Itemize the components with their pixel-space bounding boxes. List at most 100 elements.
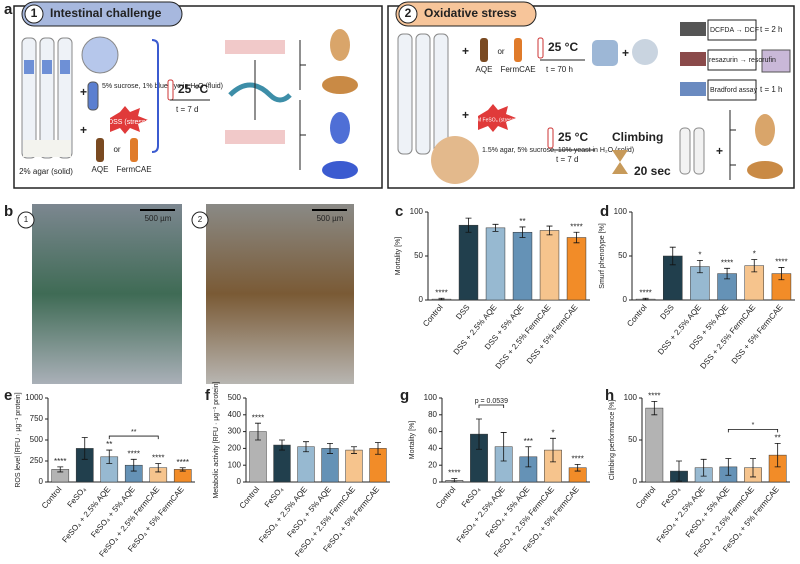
significance: ** [519,217,525,226]
panel-box [13,5,383,189]
assay: resazurin → resorufin [709,57,776,64]
y-tick-label: 400 [228,410,242,419]
bracket-label: ** [131,429,137,436]
agar-label: 2% agar (solid) [19,167,73,176]
significance: **** [128,449,140,458]
y-tick-label: 50 [628,435,637,444]
error-bar [375,442,381,455]
panel-letter: f [205,387,211,404]
x-tick-label: FeSO₄ + 5% AQE [484,485,532,539]
x-tick-label: FeSO₄ [460,485,482,509]
y-axis-label: Mortality [%] [409,421,416,460]
y-axis-label: ROS level [RFU · µg⁻¹ protein] [15,392,22,487]
climbing: Climbing [612,130,663,144]
bracket [478,404,505,408]
ferm: FermCAE [500,65,535,74]
x-tick-label: Control [238,485,262,511]
brackets [299,40,306,170]
error-bar [492,223,499,232]
stressor-label: 5% DSS (stressor) [96,119,154,126]
error-bar [525,446,532,468]
y-tick-label: 500 [228,393,242,402]
y-tick-label: 60 [428,427,437,436]
plus: + [716,144,723,158]
plus: + [80,85,87,99]
error-bar [550,437,556,463]
x-tick-label: FeSO₄ [263,485,285,509]
significance: **** [152,454,164,463]
number-circle [398,4,418,24]
number: 2 [405,6,412,20]
error-bar [155,463,162,473]
x-tick-label: FeSO₄ [65,485,87,509]
vials [397,33,449,155]
y-tick-label: 40 [428,444,437,453]
y-tick-label: 0 [39,477,44,486]
stressor-burst [110,106,148,134]
seconds: 20 sec [634,164,671,178]
gut-illustration [225,40,292,144]
plus: + [462,108,469,122]
panel-letter: g [400,387,409,404]
y-tick-label: 1000 [25,393,43,402]
y-tick-label: 100 [614,207,628,216]
number: 1 [31,6,38,20]
error-bar [669,246,676,266]
y-tick-label: 100 [228,460,242,469]
homogenizer [592,40,618,66]
significance: **** [721,258,733,267]
assay: DCFDA → DCF [710,27,759,34]
title: Intestinal challenge [50,6,162,20]
panel-letter: c [395,203,403,220]
time: t = 2 h [760,25,782,34]
significance: **** [177,458,189,467]
thermometer [547,127,554,149]
panel-box [387,5,795,189]
x-tick-label: Control [625,303,649,329]
fluid-label: 5% sucrose, 1% blue dye in H₂O (fluid) [102,83,223,90]
x-tick-label: Control [421,303,445,329]
error-bar [700,458,707,477]
significance: **** [648,391,660,400]
error-bar [573,231,580,244]
significance: **** [448,469,460,478]
error-bar [519,226,526,238]
bracket [151,39,159,153]
climbing-vials [679,127,705,175]
error-bar [500,432,507,462]
fly-icons [322,29,358,179]
error-bar [81,437,88,460]
temp: 25 °C [558,130,588,144]
significance: **** [570,222,582,231]
y-tick-label: 0 [433,477,438,486]
assay: Bradford assay [710,87,758,94]
y-tick-label: 0 [623,295,628,304]
stressor-burst [478,104,516,132]
bracket [727,428,779,433]
error-bar [255,422,261,441]
plus: + [622,46,629,60]
error-bar [106,449,113,464]
panel-letter: d [600,203,609,220]
y-tick-label: 750 [30,414,44,423]
significance: **** [54,457,66,466]
error-bar [327,442,333,454]
photo [32,204,182,384]
time: t = 70 h [546,65,573,74]
error-bar [651,400,658,416]
time: t = 7 d [556,155,578,164]
significance: **** [252,413,264,422]
scale-label: 500 µm [145,214,172,223]
photo-number: 1 [24,215,29,224]
significance: **** [571,454,583,463]
x-tick-label: DSS + 5% FermCAE [525,303,580,366]
title-pill [21,1,183,27]
fly-icons [747,114,783,179]
error-bar [725,458,732,476]
error-bar [642,297,649,301]
error-bar [676,460,682,482]
significance: * [698,251,701,260]
y-tick-label: 500 [30,435,44,444]
x-tick-label: FeSO₄ + 5% AQE [684,485,732,539]
extract-tubes [480,38,522,62]
